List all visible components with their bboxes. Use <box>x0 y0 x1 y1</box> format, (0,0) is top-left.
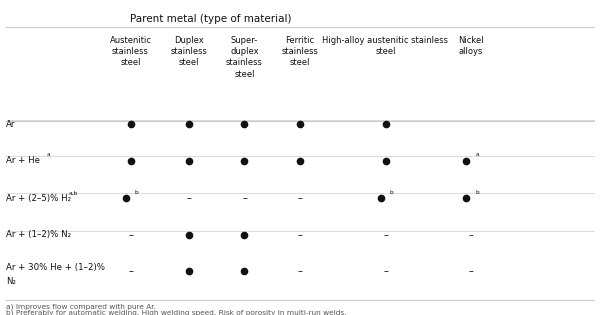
Text: Ar + (2–5)% H₂: Ar + (2–5)% H₂ <box>6 194 71 203</box>
Text: a: a <box>475 152 479 158</box>
Text: Duplex
stainless
steel: Duplex stainless steel <box>170 36 208 67</box>
Text: –: – <box>469 266 473 276</box>
Text: Nickel
alloys: Nickel alloys <box>458 36 484 56</box>
Text: –: – <box>298 193 302 203</box>
Text: –: – <box>469 230 473 240</box>
Text: –: – <box>383 230 388 240</box>
Text: Austenitic
stainless
steel: Austenitic stainless steel <box>110 36 151 67</box>
Text: a,b: a,b <box>69 190 78 195</box>
Text: –: – <box>242 193 247 203</box>
Text: –: – <box>383 266 388 276</box>
Text: Ar + He: Ar + He <box>6 156 40 165</box>
Text: a) Improves flow compared with pure Ar.: a) Improves flow compared with pure Ar. <box>6 303 156 310</box>
Text: N₂: N₂ <box>6 278 16 286</box>
Text: –: – <box>187 193 191 203</box>
Text: Ferritic
stainless
steel: Ferritic stainless steel <box>281 36 319 67</box>
Text: Ar: Ar <box>6 120 16 129</box>
Text: –: – <box>128 230 133 240</box>
Text: Super-
duplex
stainless
steel: Super- duplex stainless steel <box>226 36 263 78</box>
Text: b: b <box>475 190 479 195</box>
Text: High-alloy austenitic stainless
steel: High-alloy austenitic stainless steel <box>323 36 449 56</box>
Text: Ar + 30% He + (1–2)%: Ar + 30% He + (1–2)% <box>6 263 105 272</box>
Text: a: a <box>46 152 50 158</box>
Text: b: b <box>135 190 139 195</box>
Text: b: b <box>390 190 394 195</box>
Text: –: – <box>298 266 302 276</box>
Text: b) Preferably for automatic welding. High welding speed. Risk of porosity in mul: b) Preferably for automatic welding. Hig… <box>6 309 347 315</box>
Text: Ar + (1–2)% N₂: Ar + (1–2)% N₂ <box>6 230 71 239</box>
Text: Parent metal (type of material): Parent metal (type of material) <box>131 14 292 24</box>
Text: –: – <box>128 266 133 276</box>
Text: –: – <box>298 230 302 240</box>
